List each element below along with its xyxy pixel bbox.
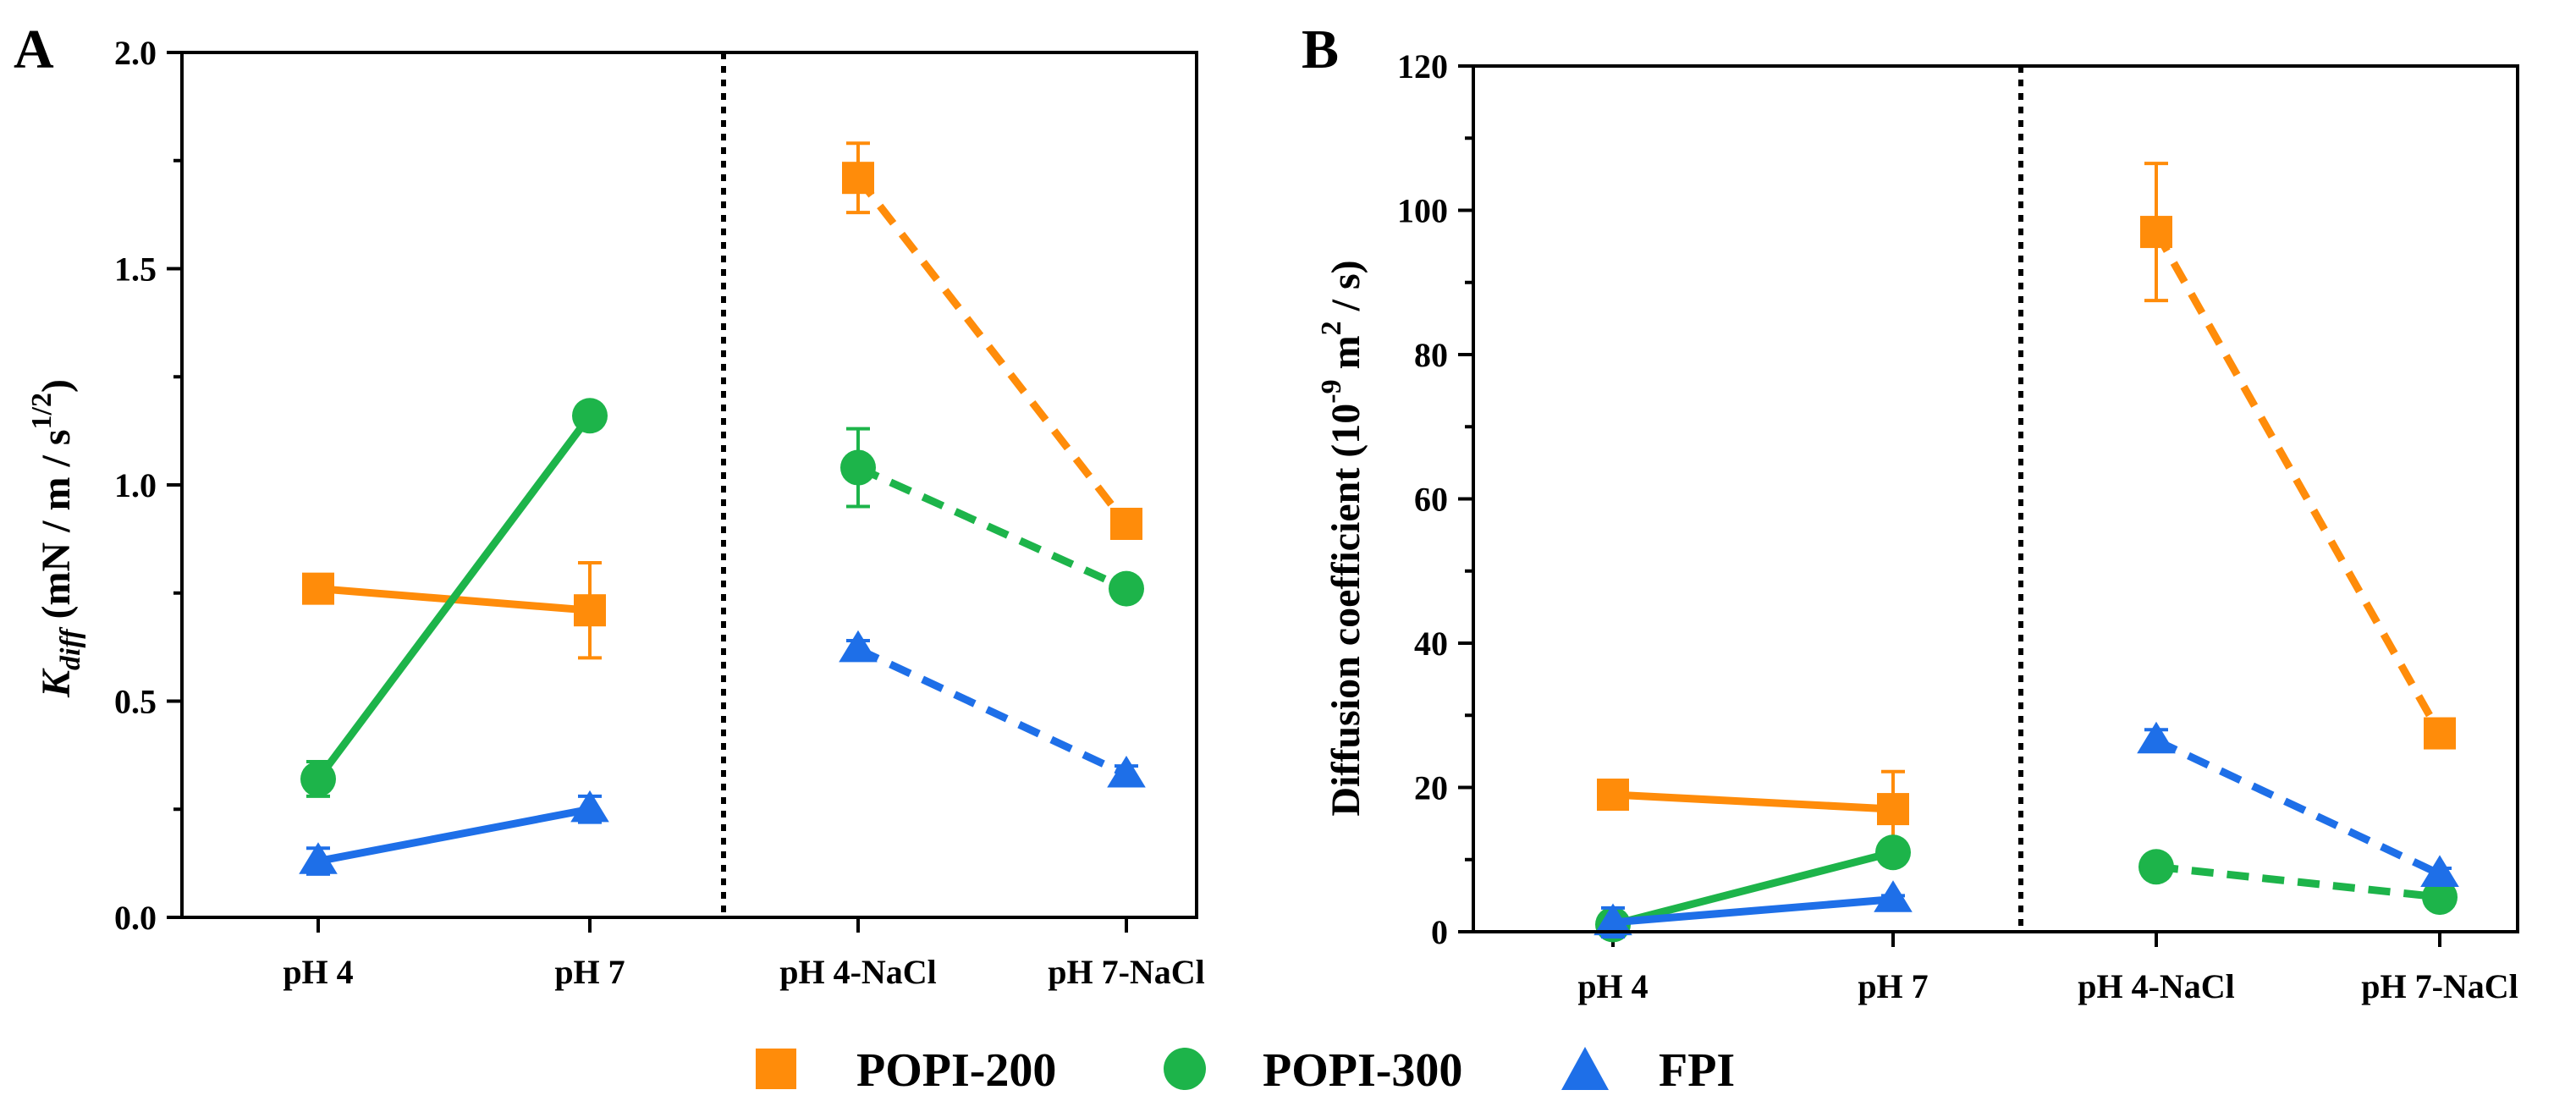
panel-b-xtick-label: pH 4-NaCl — [2078, 967, 2235, 1005]
panel-b-series — [1593, 162, 2459, 943]
panel-a-series — [299, 141, 1146, 876]
panel-a-ytick-label: 1.0 — [114, 466, 157, 504]
panel-a-point-fpi — [1107, 755, 1146, 788]
panel-b-ytick-label: 100 — [1397, 192, 1448, 230]
panel-b-ytick-label: 120 — [1397, 47, 1448, 85]
panel-a-ytick-label: 1.5 — [114, 250, 157, 289]
panel-a-xtick-label: pH 4-NaCl — [779, 953, 937, 991]
panel-b-point-fpi — [2137, 721, 2176, 754]
panel-a-ytick-label: 0.5 — [114, 683, 157, 721]
panel-b-point-fpi — [1593, 903, 1632, 936]
panel-b: B Diffusion coefficient (10-9 m2 / s) 0 2… — [1302, 19, 2519, 1005]
panel-b-ytick-label: 20 — [1414, 769, 1448, 807]
panel-a-ytick-label: 2.0 — [114, 34, 157, 72]
panel-b-ytick-label: 0 — [1431, 913, 1448, 951]
panel-a-point-popi-300 — [1109, 570, 1144, 607]
panel-a-line-popi-200-dashed — [855, 175, 1130, 526]
panel-b-point-popi-200 — [1597, 779, 1629, 812]
legend-marker-popi-300 — [1164, 1048, 1206, 1090]
panel-a-xtick-label: pH 7-NaCl — [1048, 953, 1205, 991]
panel-b-point-popi-300 — [2138, 849, 2174, 885]
legend: POPI-200 POPI-300 FPI — [756, 1044, 1735, 1097]
panel-b-line-popi-200-dashed — [2153, 229, 2443, 735]
panel-a-point-fpi — [570, 790, 609, 823]
panel-a-point-fpi — [299, 842, 338, 874]
panel-a-frame — [180, 51, 1198, 919]
legend-marker-fpi — [1561, 1047, 1609, 1090]
panel-b-frame — [1472, 64, 2519, 933]
panel-b-point-popi-200 — [2424, 717, 2456, 750]
panel-a-ytick-label: 0.0 — [114, 899, 157, 937]
panel-a-point-popi-300 — [572, 398, 608, 434]
legend-label-popi-200: POPI-200 — [856, 1044, 1056, 1097]
panel-a-line-fpi-dashed — [856, 646, 1128, 779]
panel-a-point-popi-200 — [574, 594, 606, 627]
panel-b-line-popi-300-dashed — [2155, 862, 2441, 901]
panel-a-ylabel: Kdiff (mN / m / s1/2) — [26, 379, 86, 698]
panel-b-line-fpi-dashed — [2155, 737, 2441, 878]
panel-b-point-popi-300 — [1875, 834, 1911, 871]
panel-a: A Kdiff (mN / m / s1/2) 0.0 0.5 1.0 1.5 2.0 p… — [14, 19, 1205, 991]
panel-b-xtick-label: pH 4 — [1577, 967, 1648, 1005]
legend-marker-popi-200 — [756, 1049, 796, 1089]
panel-a-point-popi-200 — [1110, 507, 1142, 540]
panel-b-point-popi-200 — [2140, 216, 2172, 249]
legend-label-fpi: FPI — [1659, 1044, 1735, 1097]
panel-b-point-fpi — [2420, 855, 2459, 887]
panel-b-point-popi-300 — [2422, 879, 2458, 916]
legend-label-popi-300: POPI-300 — [1263, 1044, 1462, 1097]
panel-a-point-popi-300 — [840, 449, 876, 486]
panel-a-point-popi-200 — [302, 572, 334, 605]
panel-a-xtick-label: pH 4 — [283, 953, 353, 991]
panel-b-xtick-label: pH 7 — [1858, 967, 1928, 1005]
panel-a-point-fpi — [839, 630, 878, 663]
panel-b-label: B — [1302, 19, 1339, 80]
panel-b-ticks: 0 20 40 60 80 100 120 pH 4 pH 7 pH 4-NaCl pH 7-NaC… — [1397, 47, 2518, 1005]
panel-a-xtick-label: pH 7 — [554, 953, 625, 991]
panel-a-line-popi-300-solid — [315, 413, 593, 782]
panel-b-ytick-label: 60 — [1414, 481, 1448, 519]
panel-b-point-fpi — [1874, 880, 1913, 912]
panel-a-label: A — [14, 19, 54, 80]
panel-a-line-fpi-solid — [317, 805, 591, 865]
panel-b-line-popi-300-solid — [1611, 848, 1895, 928]
panel-b-ytick-label: 40 — [1414, 625, 1448, 663]
panel-a-line-popi-300-dashed — [856, 464, 1128, 592]
panel-b-ytick-label: 80 — [1414, 336, 1448, 374]
panel-b-xtick-label: pH 7-NaCl — [2361, 967, 2518, 1005]
panel-a-point-popi-200 — [842, 162, 874, 195]
panel-b-line-fpi-solid — [1612, 895, 1894, 927]
panel-b-line-popi-200-solid — [1612, 790, 1894, 813]
panel-b-point-popi-200 — [1877, 793, 1909, 826]
panel-b-ylabel: Diffusion coefficient (10-9 m2 / s) — [1316, 260, 1368, 816]
panel-a-point-popi-300 — [300, 761, 336, 797]
panel-a-ticks: 0.0 0.5 1.0 1.5 2.0 pH 4 pH 7 pH 4-NaCl pH 7-NaC… — [114, 34, 1205, 991]
